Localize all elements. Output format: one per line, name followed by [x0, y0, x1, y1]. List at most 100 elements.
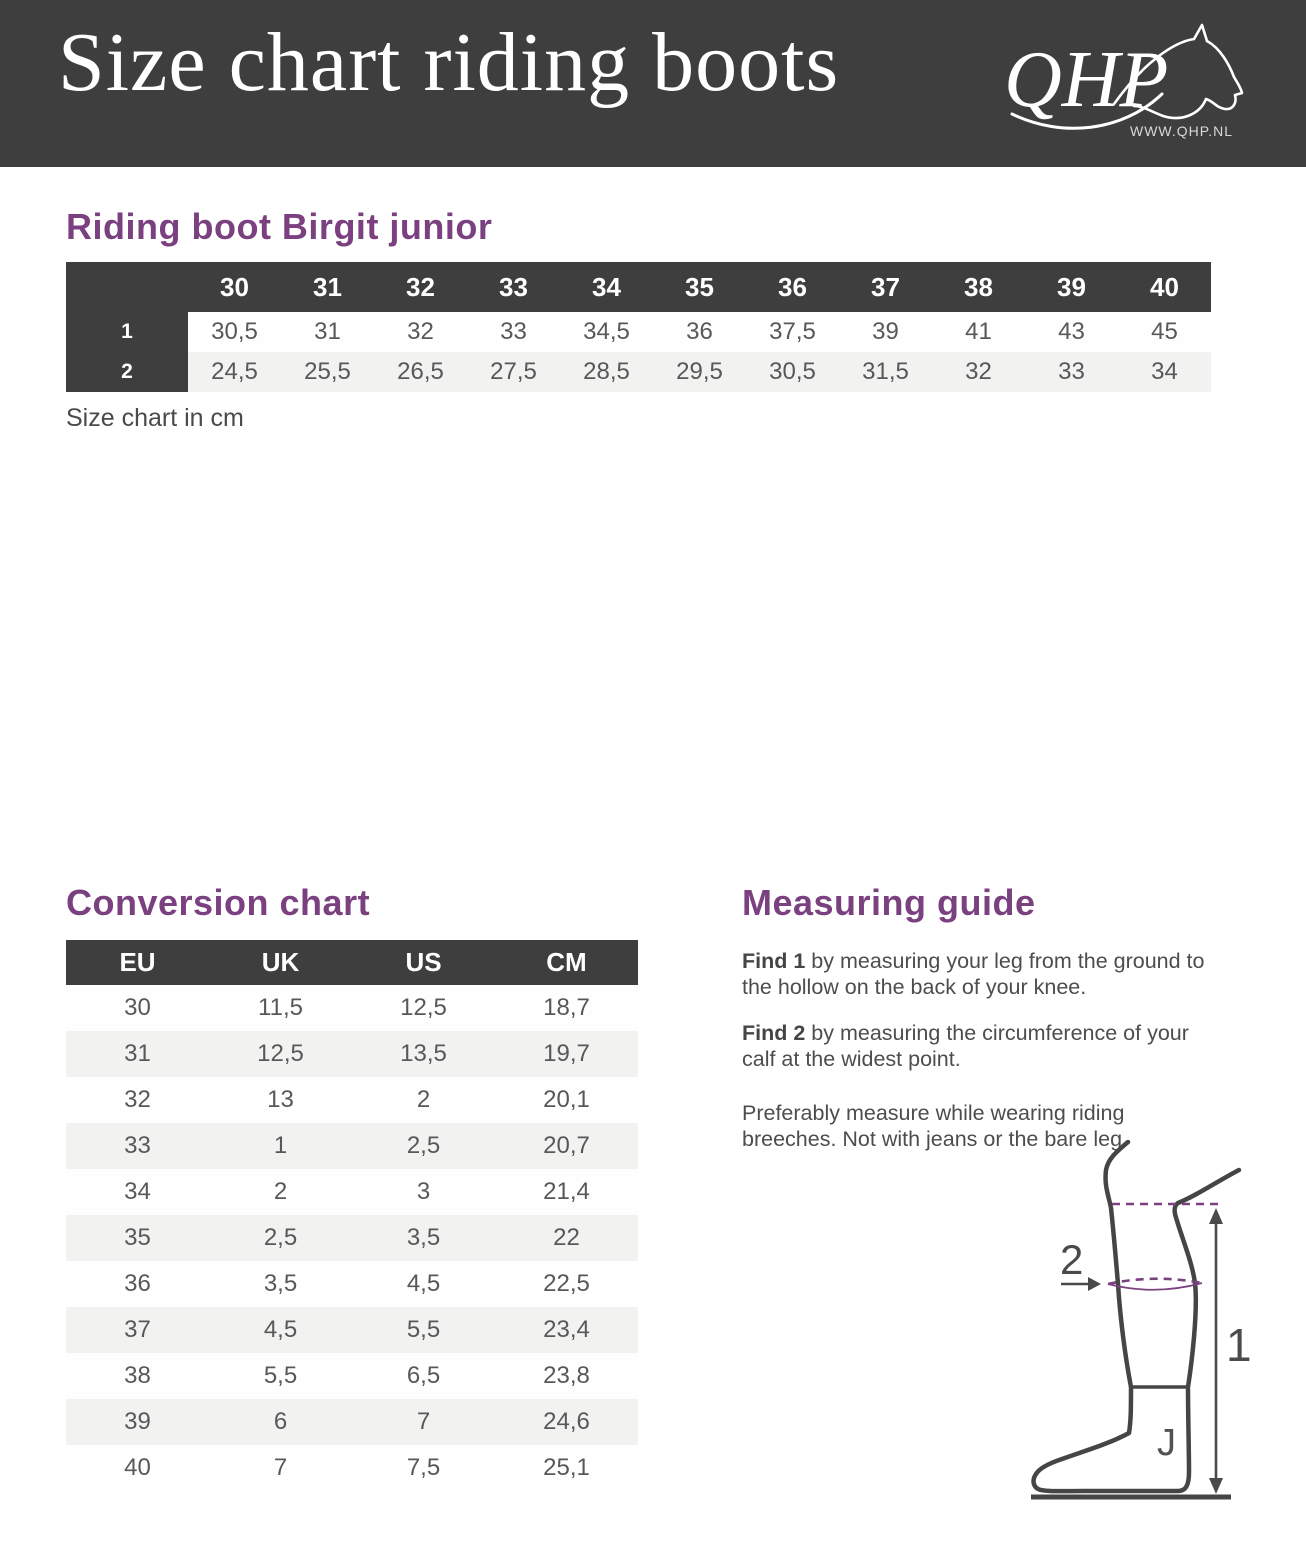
- conversion-value-cell: 6: [273, 1408, 288, 1435]
- size-value-cell: 34: [1151, 358, 1178, 385]
- measuring-paragraph: Find 1 by measuring your leg from the gr…: [742, 949, 1205, 999]
- size-value-cell: 30,5: [769, 358, 816, 385]
- size-column-header: 37: [871, 271, 900, 302]
- conversion-table-row: 34 2 3 21,4: [66, 1169, 638, 1215]
- calf-dashed-line: [1107, 1277, 1203, 1286]
- measure-1-label: 1: [1226, 1319, 1252, 1371]
- conversion-table-row: 32 13 2 20,1: [66, 1077, 638, 1123]
- conversion-table-row: 31 12,5 13,5 19,7: [66, 1031, 638, 1077]
- size-value-cell: 24,5: [211, 358, 258, 385]
- conversion-value-cell: 20,1: [543, 1086, 590, 1113]
- conversion-table-row: 38 5,5 6,5 23,8: [66, 1353, 638, 1399]
- size-value-cell: 45: [1151, 318, 1178, 345]
- conversion-value-cell: 2: [273, 1178, 288, 1205]
- measuring-paragraph: Preferably measure while wearing riding …: [742, 1101, 1129, 1151]
- conversion-value-cell: 21,4: [543, 1178, 590, 1205]
- size-value-cell: 32: [407, 318, 434, 345]
- conversion-table: EU UK US CM 30 11,5 12,5 18,7 31 12,5 13,5 19,7 32 13…: [66, 940, 638, 1491]
- measuring-heading: Measuring guide: [742, 882, 1036, 923]
- size-value-cell: 31: [314, 318, 341, 345]
- conversion-value-cell: 3,5: [406, 1224, 441, 1251]
- conversion-value-cell: 38: [124, 1362, 151, 1389]
- size-row-label: 1: [66, 312, 188, 352]
- size-value-cell: 39: [872, 318, 899, 345]
- size-value-cell: 37,5: [769, 318, 816, 345]
- conversion-column-header: CM: [546, 947, 587, 977]
- conversion-value-cell: 33: [124, 1132, 151, 1159]
- size-column-header: 33: [499, 271, 528, 302]
- conversion-value-cell: 22: [553, 1224, 580, 1251]
- size-value-cell: 32: [965, 358, 992, 385]
- size-column-header: 35: [685, 271, 714, 302]
- conversion-value-cell: 32: [124, 1086, 151, 1113]
- conversion-value-cell: 18,7: [543, 994, 590, 1021]
- conversion-value-cell: 19,7: [543, 1040, 590, 1067]
- conversion-value-cell: 3,5: [263, 1270, 298, 1297]
- size-table: 30 31 32 33 34 35 36 37 38 39 40 1 30,5 31 32 33 34,5 36 3…: [66, 262, 1211, 392]
- conversion-value-cell: 2,5: [406, 1132, 441, 1159]
- conversion-value-cell: 31: [124, 1040, 151, 1067]
- conversion-table-row: 35 2,5 3,5 22: [66, 1215, 638, 1261]
- conversion-value-cell: 24,6: [543, 1408, 590, 1435]
- size-column-header: 31: [313, 271, 342, 302]
- conversion-table-row: 33 1 2,5 20,7: [66, 1123, 638, 1169]
- calf-dimension-arrow: [1061, 1277, 1101, 1291]
- conversion-table-row: 37 4,5 5,5 23,4: [66, 1307, 638, 1353]
- conversion-column-header: US: [405, 947, 442, 977]
- conversion-value-cell: 34: [124, 1178, 151, 1205]
- size-value-cell: 43: [1058, 318, 1085, 345]
- conversion-value-cell: 30: [124, 994, 151, 1021]
- conversion-value-cell: 5,5: [406, 1316, 441, 1343]
- size-value-cell: 25,5: [304, 358, 351, 385]
- conversion-value-cell: 37: [124, 1316, 151, 1343]
- measuring-paragraph: Find 2 by measuring the circumference of…: [742, 1021, 1189, 1071]
- conversion-value-cell: 20,7: [543, 1132, 590, 1159]
- size-value-cell: 33: [1058, 358, 1085, 385]
- conversion-value-cell: 2: [416, 1086, 431, 1113]
- conversion-table-header-row: EU UK US CM: [66, 940, 638, 985]
- size-table-row: 2 24,5 25,5 26,5 27,5 28,5 29,5 30,5 31,5 32 33 34: [66, 352, 1211, 392]
- size-column-header: 38: [964, 271, 993, 302]
- size-value-cell: 29,5: [676, 358, 723, 385]
- conversion-column-header: UK: [261, 947, 300, 977]
- conversion-value-cell: 12,5: [400, 994, 447, 1021]
- size-table-row: 1 30,5 31 32 33 34,5 36 37,5 39 41 43 45: [66, 312, 1211, 352]
- logo-text: QHP: [1004, 36, 1168, 124]
- size-value-cell: 26,5: [397, 358, 444, 385]
- conversion-value-cell: 12,5: [257, 1040, 304, 1067]
- size-chart-note: Size chart in cm: [66, 404, 244, 432]
- conversion-value-cell: 25,1: [543, 1454, 590, 1481]
- conversion-table-row: 39 6 7 24,6: [66, 1399, 638, 1445]
- size-column-header: 34: [592, 271, 621, 302]
- conversion-value-cell: 7: [273, 1454, 288, 1481]
- conversion-value-cell: 23,4: [543, 1316, 590, 1343]
- conversion-value-cell: 13: [267, 1086, 294, 1113]
- size-table-header-row: 30 31 32 33 34 35 36 37 38 39 40: [66, 262, 1211, 312]
- size-value-cell: 34,5: [583, 318, 630, 345]
- size-value-cell: 36: [686, 318, 713, 345]
- size-value-cell: 41: [965, 318, 992, 345]
- conversion-value-cell: 5,5: [263, 1362, 298, 1389]
- conversion-value-cell: 3: [416, 1178, 431, 1205]
- boot-mark-label: J: [1157, 1422, 1176, 1464]
- product-heading: Riding boot Birgit junior: [66, 206, 493, 247]
- size-column-header: 32: [406, 271, 435, 302]
- size-row-label: 2: [66, 352, 188, 392]
- conversion-value-cell: 4,5: [406, 1270, 441, 1297]
- conversion-value-cell: 22,5: [543, 1270, 590, 1297]
- conversion-value-cell: 40: [124, 1454, 151, 1481]
- conversion-table-row: 40 7 7,5 25,1: [66, 1445, 638, 1491]
- horse-head-icon: QHP WWW.QHP.NL: [1004, 23, 1244, 139]
- calf-ellipse-line: [1107, 1282, 1203, 1291]
- conversion-value-cell: 7,5: [406, 1454, 441, 1481]
- size-value-cell: 31,5: [862, 358, 909, 385]
- conversion-value-cell: 6,5: [406, 1362, 441, 1389]
- size-value-cell: 33: [500, 318, 527, 345]
- conversion-value-cell: 1: [273, 1132, 288, 1159]
- size-column-header: 36: [778, 271, 807, 302]
- size-column-header: 30: [220, 271, 249, 302]
- qhp-logo: QHP WWW.QHP.NL: [1002, 22, 1252, 144]
- conversion-value-cell: 11,5: [258, 994, 303, 1021]
- conversion-value-cell: 35: [124, 1224, 151, 1251]
- header-bar: Size chart riding boots QHP WWW.QHP.NL: [0, 0, 1306, 167]
